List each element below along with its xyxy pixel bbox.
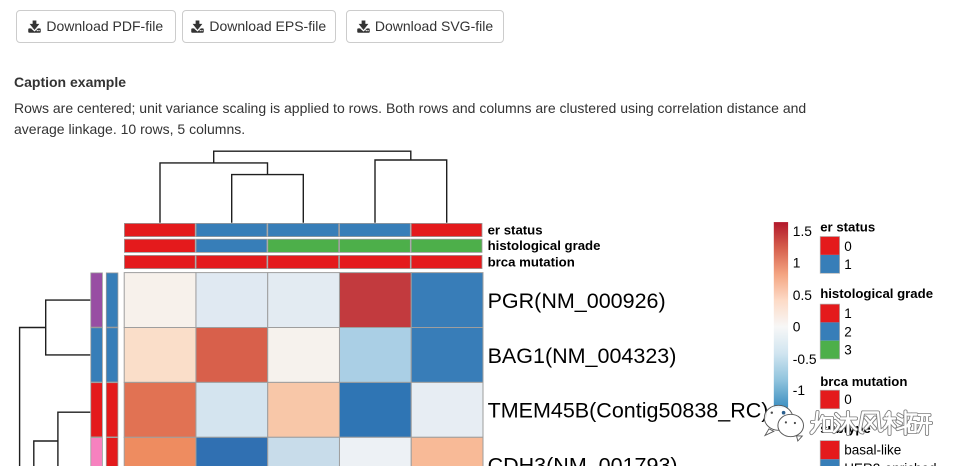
svg-text:er status: er status	[488, 222, 543, 237]
svg-text:1.5: 1.5	[793, 224, 813, 239]
svg-text:2: 2	[844, 324, 852, 339]
svg-text:brca mutation: brca mutation	[488, 254, 575, 269]
svg-text:1: 1	[844, 306, 852, 321]
svg-text:-0.5: -0.5	[793, 352, 817, 367]
svg-text:BAG1(NM_004323): BAG1(NM_004323)	[488, 344, 677, 368]
svg-text:brca mutation: brca mutation	[820, 374, 907, 389]
svg-text:TMEM45B(Contig50838_RC): TMEM45B(Contig50838_RC)	[488, 399, 769, 423]
svg-text:0.5: 0.5	[793, 288, 813, 303]
svg-text:3: 3	[844, 343, 852, 358]
svg-text:1: 1	[844, 257, 852, 272]
svg-text:HER2-enriched: HER2-enriched	[844, 461, 936, 466]
svg-text:0: 0	[844, 239, 852, 254]
svg-text:histological grade: histological grade	[820, 286, 933, 301]
svg-text:-1: -1	[793, 383, 805, 398]
svg-text:0: 0	[793, 319, 801, 334]
svg-text:basal-like: basal-like	[844, 443, 901, 458]
svg-text:er status: er status	[820, 219, 875, 234]
svg-text:1: 1	[793, 255, 801, 270]
svg-text:CDH3(NM_001793): CDH3(NM_001793)	[488, 454, 678, 466]
svg-text:histological grade: histological grade	[488, 238, 601, 253]
svg-text:0: 0	[844, 392, 852, 407]
svg-text:PGR(NM_000926): PGR(NM_000926)	[488, 289, 666, 313]
